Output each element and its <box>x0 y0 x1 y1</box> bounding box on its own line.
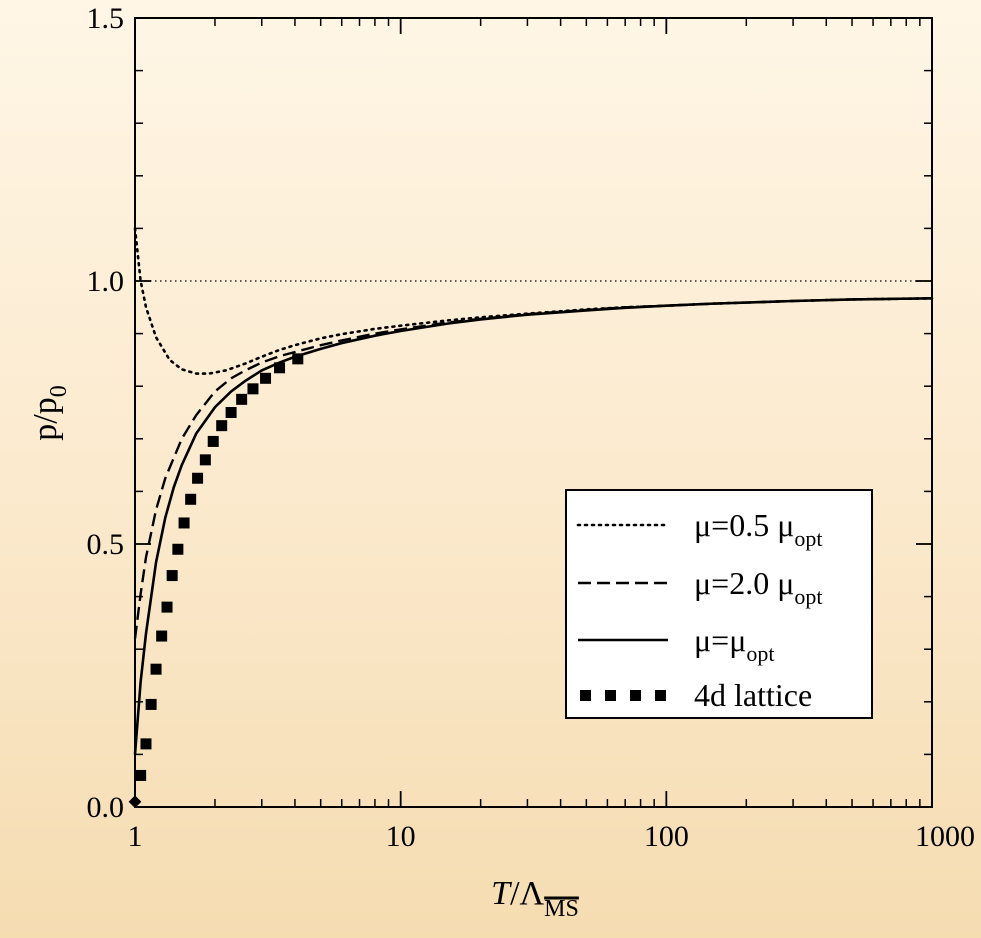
legend-label: μ=0.5 μopt <box>694 507 822 551</box>
lattice-point <box>178 517 190 529</box>
x-tick-label: 1 <box>128 820 143 853</box>
y-axis-label-subscript: 0 <box>46 385 72 397</box>
legend-label: μ=2.0 μopt <box>694 565 822 609</box>
lattice-point <box>166 570 178 582</box>
series-markers-4d-lattice <box>128 353 304 809</box>
x-axis-label-sep: /Λ <box>510 875 544 912</box>
lattice-point <box>292 353 304 365</box>
series-layer <box>128 227 934 809</box>
legend-item: μ=2.0 μopt <box>578 565 822 609</box>
x-axis-label-subscript: MS <box>544 896 579 922</box>
lattice-point <box>207 435 219 447</box>
lattice-point <box>172 543 184 555</box>
legend-label: μ=μopt <box>694 622 774 666</box>
lattice-point <box>145 698 157 710</box>
legend-swatch-marker <box>605 690 616 701</box>
x-tick-label: 10 <box>386 820 416 853</box>
plot-frame <box>134 17 933 808</box>
series-line-solid <box>133 297 933 755</box>
legend-item: μ=μopt <box>578 622 774 666</box>
legend-item: μ=0.5 μopt <box>576 507 822 551</box>
y-axis-label-main: p/p <box>27 397 64 440</box>
lattice-point <box>260 372 272 384</box>
x-axis-label-main: T <box>491 875 512 912</box>
x-tick-labels: 1 10 100 1000 <box>128 820 976 853</box>
lattice-point <box>140 738 152 750</box>
series-line-dotted <box>133 227 934 375</box>
lattice-point <box>236 393 248 405</box>
legend: μ=0.5 μopt μ=2.0 μopt μ=μopt 4d lattice <box>565 489 873 719</box>
lattice-point <box>274 362 286 374</box>
lattice-point <box>156 630 168 642</box>
y-tick-label: 1.0 <box>87 265 125 298</box>
legend-label: 4d lattice <box>694 677 812 713</box>
y-axis-label: p/p0 <box>27 385 72 440</box>
lattice-point <box>150 663 162 675</box>
lattice-point <box>185 493 197 505</box>
lattice-point <box>135 769 147 781</box>
legend-box <box>565 489 873 719</box>
x-tick-label: 1000 <box>915 820 975 853</box>
y-tick-labels: 0.0 0.5 1.0 1.5 <box>87 2 125 824</box>
x-tick-label: 100 <box>644 820 689 853</box>
legend-swatch-marker <box>630 690 641 701</box>
minor-ticks <box>135 18 932 807</box>
x-axis-label: T/ΛMS <box>491 875 579 922</box>
lattice-point <box>216 420 228 432</box>
lattice-point <box>225 407 237 418</box>
lattice-point <box>199 454 211 466</box>
y-tick-label: 0.5 <box>87 528 125 561</box>
y-tick-label: 0.0 <box>87 791 125 824</box>
lattice-point <box>161 601 173 613</box>
legend-item: 4d lattice <box>580 677 812 713</box>
lattice-point <box>247 383 259 395</box>
legend-swatch-marker <box>580 690 591 701</box>
y-tick-label: 1.5 <box>87 2 125 35</box>
lattice-point <box>192 472 204 484</box>
legend-swatch-marker <box>655 690 666 701</box>
